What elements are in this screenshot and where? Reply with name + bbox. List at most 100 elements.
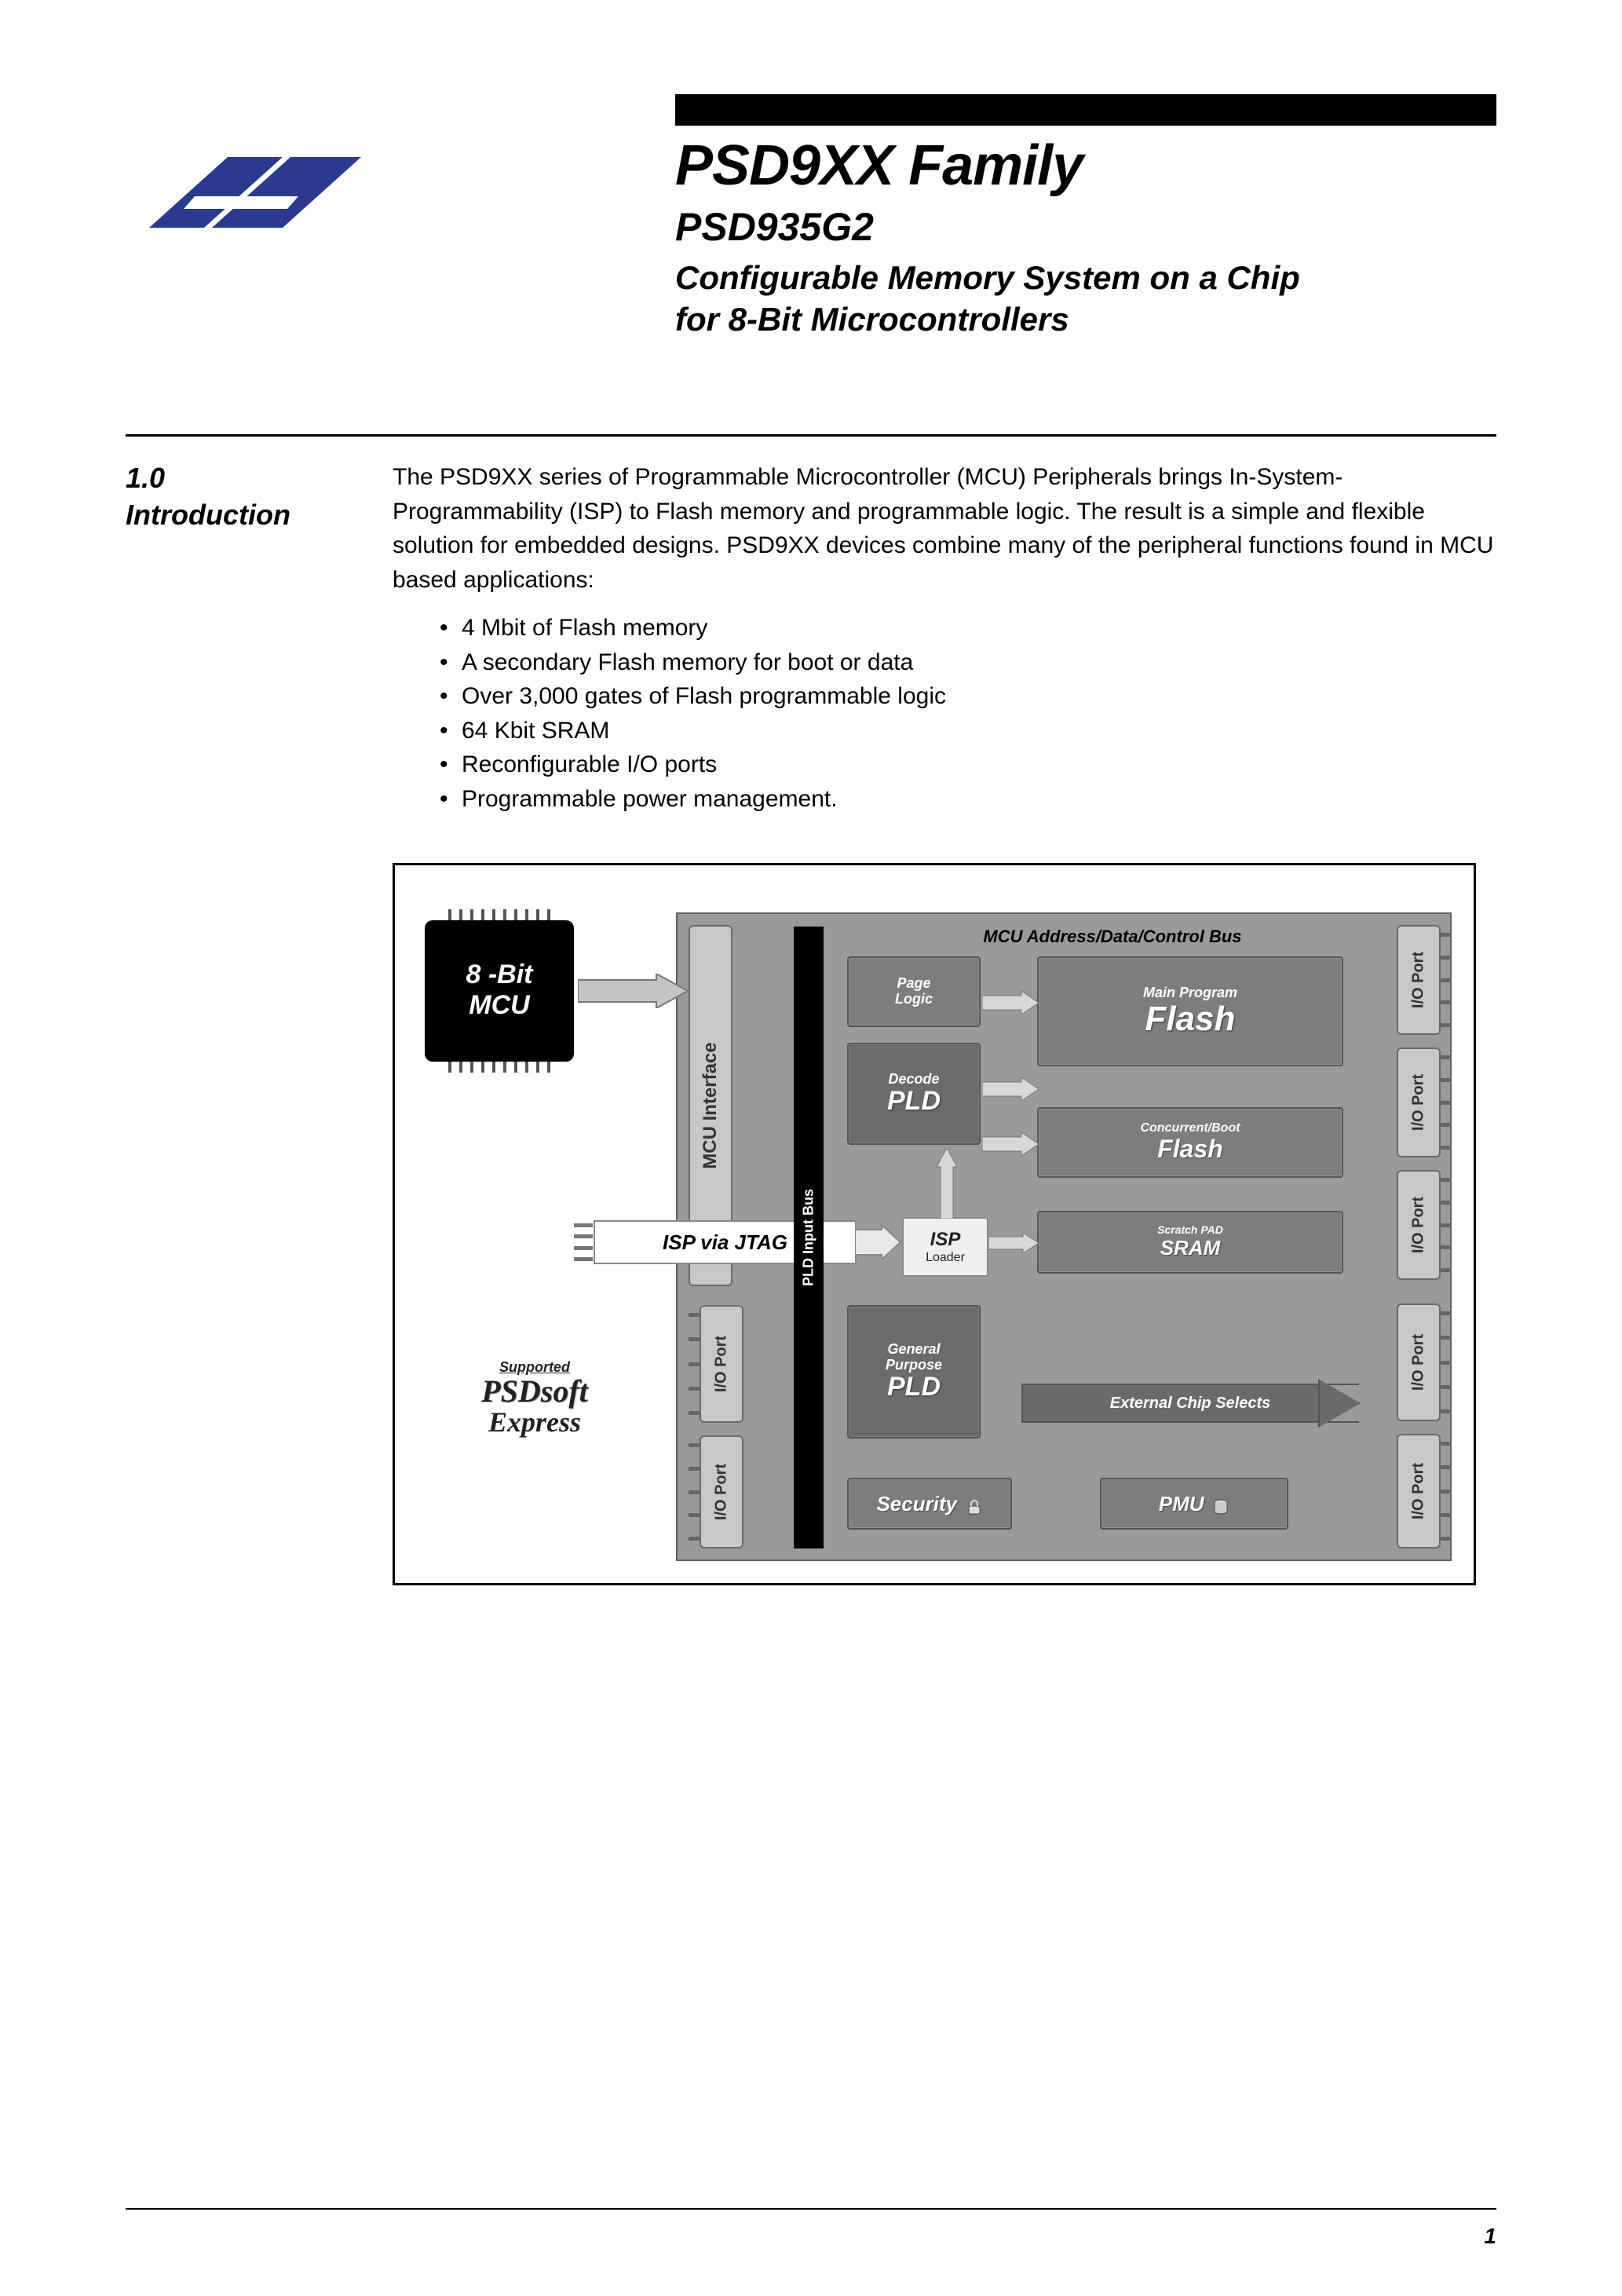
lock-icon [966, 1498, 983, 1515]
io-port-block: I/O Port [1397, 1434, 1441, 1548]
st-logo [126, 141, 377, 259]
psdsoft-express: Express [440, 1408, 629, 1438]
block-label: Main Program [1042, 985, 1339, 1001]
block-label: SRAM [1042, 1236, 1339, 1260]
pld-input-bus: PLD Input Bus [794, 927, 824, 1548]
io-port-label: I/O Port [1410, 1197, 1428, 1253]
io-port-block: I/O Port [1397, 925, 1441, 1035]
section-divider [126, 434, 1496, 437]
arrow-icon [855, 1225, 901, 1260]
footer-rule [126, 2208, 1496, 2210]
psdsoft-logo: Supported PSDsoft Express [440, 1360, 629, 1438]
block-label: PLD [852, 1088, 976, 1116]
intro-row: 1.0 Introduction The PSD9XX series of Pr… [126, 460, 1496, 816]
mcu-label-l2: MCU [469, 990, 529, 1020]
bullet-item: Programmable power management. [440, 782, 1496, 817]
gp-pld-block: General Purpose PLD [847, 1305, 981, 1439]
block-label: Page [852, 976, 976, 992]
io-pins [1441, 1055, 1452, 1150]
block-label: Logic [852, 992, 976, 1007]
boot-flash-block: Concurrent/Boot Flash [1037, 1107, 1343, 1178]
pld-bus-label: PLD Input Bus [801, 1189, 817, 1286]
block-label: Concurrent/Boot [1042, 1121, 1339, 1135]
jtag-label: ISP via JTAG [663, 1230, 787, 1255]
st-logo-svg [126, 141, 377, 259]
section-number: 1.0 [126, 462, 165, 494]
arrow-icon [982, 1132, 1039, 1156]
chip-pins [448, 1062, 550, 1073]
header-row: PSD9XX Family PSD935G2 Configurable Memo… [126, 141, 1496, 340]
block-label: PMU [1159, 1492, 1204, 1515]
mcu-chip: 8 -Bit MCU [425, 920, 574, 1062]
bus-title: MCU Address/Data/Control Bus [841, 927, 1384, 947]
mcu-interface-label: MCU Interface [700, 1042, 721, 1168]
intro-bullets: 4 Mbit of Flash memory A secondary Flash… [440, 611, 1496, 816]
arrow-icon [982, 991, 1039, 1015]
title-block: PSD9XX Family PSD935G2 Configurable Memo… [675, 133, 1300, 340]
sram-block: Scratch PAD SRAM [1037, 1211, 1343, 1274]
block-label: General [852, 1342, 976, 1358]
mcu-label-l1: 8 -Bit [466, 960, 533, 989]
database-icon [1212, 1498, 1229, 1515]
main-flash-block: Main Program Flash [1037, 956, 1343, 1066]
io-pins [1441, 933, 1452, 1027]
io-port-block: I/O Port [1397, 1303, 1441, 1421]
io-port-label: I/O Port [1410, 1463, 1428, 1519]
intro-body: The PSD9XX series of Programmable Microc… [393, 460, 1496, 816]
intro-paragraph: The PSD9XX series of Programmable Microc… [393, 460, 1496, 597]
header-black-bar [675, 94, 1496, 126]
datasheet-page: PSD9XX Family PSD935G2 Configurable Memo… [0, 0, 1622, 2296]
io-pins [1441, 1178, 1452, 1272]
subtitle: Configurable Memory System on a Chip for… [675, 258, 1300, 340]
io-port-block: I/O Port [1397, 1170, 1441, 1280]
arrow-icon [578, 974, 688, 1008]
family-title: PSD9XX Family [675, 133, 1300, 198]
ext-chip-label: External Chip Selects [1110, 1395, 1271, 1413]
block-label: Scratch PAD [1042, 1224, 1339, 1236]
diagram-inner: 8 -Bit MCU MCU Interface ISP via JTAG [417, 912, 1452, 1561]
block-label: Security [876, 1492, 957, 1515]
io-port-label: I/O Port [713, 1336, 731, 1392]
mcu-label: 8 -Bit MCU [425, 920, 574, 1021]
section-title: Introduction [126, 499, 290, 531]
block-label: Flash [1042, 1001, 1339, 1037]
io-port-block: I/O Port [700, 1435, 743, 1548]
chip-pins [448, 909, 550, 920]
bullet-item: Reconfigurable I/O ports [440, 748, 1496, 782]
arrow-icon [982, 1077, 1039, 1101]
block-diagram: 8 -Bit MCU MCU Interface ISP via JTAG [393, 863, 1476, 1585]
jtag-pins [574, 1223, 593, 1261]
bullet-item: Over 3,000 gates of Flash programmable l… [440, 679, 1496, 714]
subtitle-line1: Configurable Memory System on a Chip [675, 259, 1300, 296]
block-row: PMU [1105, 1492, 1284, 1516]
bullet-item: A secondary Flash memory for boot or dat… [440, 645, 1496, 680]
decode-pld-block: Decode PLD [847, 1043, 981, 1145]
isp-loader-block: ISP Loader [902, 1217, 988, 1277]
io-pins [689, 1313, 700, 1415]
part-number: PSD935G2 [675, 204, 1300, 250]
pmu-block: PMU [1100, 1478, 1288, 1530]
bullet-item: 64 Kbit SRAM [440, 714, 1496, 748]
io-pins [1441, 1442, 1452, 1541]
psdsoft-brand: PSDsoft [440, 1375, 629, 1408]
subtitle-line2: for 8-Bit Microcontrollers [675, 301, 1069, 338]
io-port-label: I/O Port [713, 1464, 731, 1520]
bullet-item: 4 Mbit of Flash memory [440, 611, 1496, 645]
io-port-block: I/O Port [1397, 1047, 1441, 1157]
arrow-icon [988, 1233, 1039, 1253]
block-label: Purpose [852, 1358, 976, 1373]
security-block: Security [847, 1478, 1012, 1530]
io-pins [689, 1443, 700, 1541]
io-port-block: I/O Port [700, 1305, 743, 1423]
block-label: Loader [907, 1251, 984, 1265]
block-row: Security [852, 1492, 1007, 1516]
block-label: PLD [852, 1373, 976, 1402]
io-port-label: I/O Port [1410, 1074, 1428, 1131]
block-label: Flash [1042, 1135, 1339, 1164]
ext-chip-selects: External Chip Selects [1021, 1384, 1359, 1423]
io-pins [1441, 1311, 1452, 1413]
io-port-label: I/O Port [1410, 1334, 1428, 1391]
block-label: ISP [907, 1229, 984, 1251]
page-logic-block: Page Logic [847, 956, 981, 1027]
page-number: 1 [1484, 2224, 1496, 2249]
